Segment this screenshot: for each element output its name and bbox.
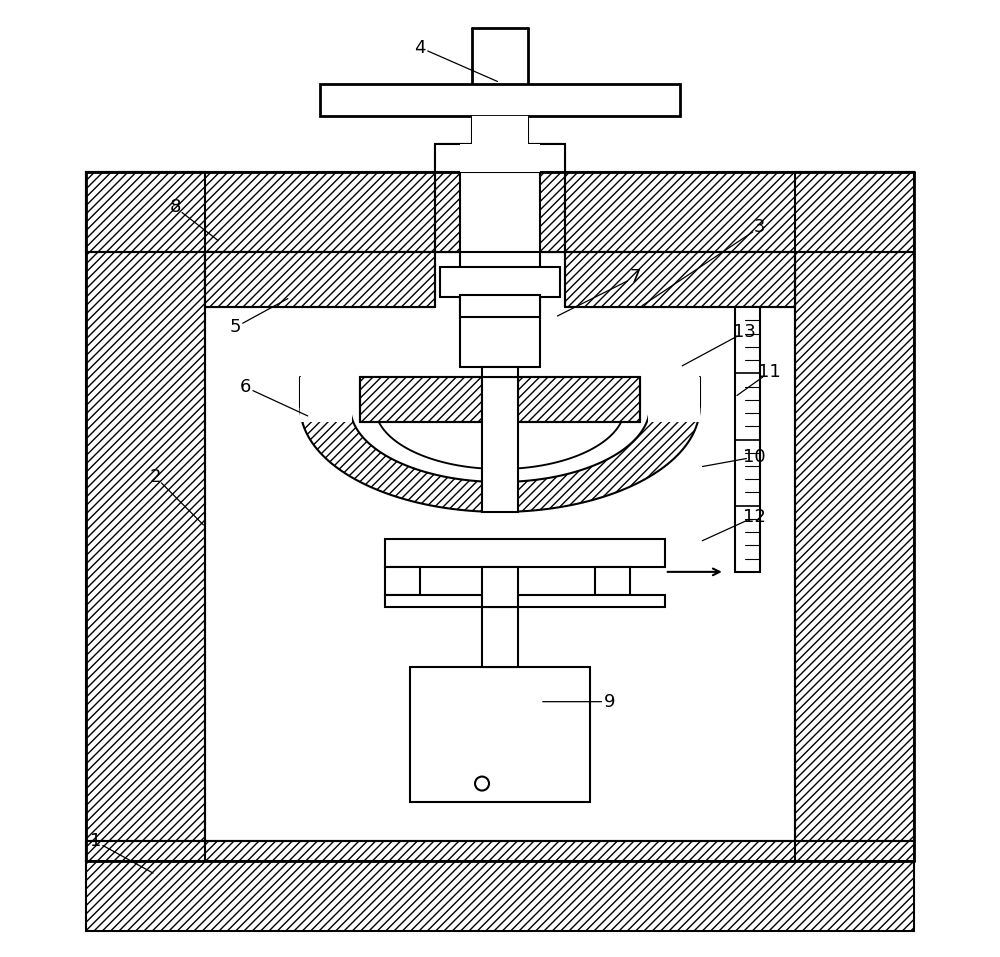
Text: 6: 6	[240, 378, 251, 396]
Text: 5: 5	[230, 319, 241, 336]
Bar	[460, 145, 540, 172]
Bar	[482, 607, 518, 667]
Bar	[482, 567, 518, 607]
Bar	[385, 567, 420, 595]
Bar	[385, 539, 665, 567]
Bar	[472, 116, 528, 145]
Bar	[360, 377, 640, 422]
Text: 12: 12	[743, 508, 766, 526]
Text: 10: 10	[743, 448, 766, 466]
Bar	[385, 595, 665, 607]
Text: 13: 13	[733, 323, 756, 342]
Bar	[735, 307, 760, 572]
Text: 7: 7	[629, 268, 641, 286]
Bar	[205, 253, 435, 307]
Bar	[482, 377, 518, 512]
Bar	[460, 253, 540, 367]
Bar	[595, 567, 630, 595]
Text: 2: 2	[150, 468, 161, 486]
Bar	[300, 377, 352, 422]
Bar	[648, 377, 700, 422]
Polygon shape	[300, 407, 700, 512]
Text: 11: 11	[758, 363, 781, 381]
Bar	[435, 172, 565, 253]
Bar	[86, 172, 914, 253]
Bar	[482, 367, 518, 377]
Bar	[86, 861, 914, 931]
Text: 3: 3	[754, 218, 765, 236]
Bar	[320, 83, 680, 116]
Bar	[565, 253, 795, 307]
Bar	[440, 267, 560, 298]
Bar	[795, 172, 914, 861]
Bar	[460, 296, 540, 317]
Text: 4: 4	[414, 38, 426, 56]
Bar	[86, 172, 205, 861]
Text: 1: 1	[90, 833, 101, 851]
Text: 9: 9	[604, 693, 616, 711]
Bar	[435, 172, 565, 253]
Bar	[410, 667, 590, 802]
Bar	[435, 145, 565, 172]
Bar	[460, 172, 540, 253]
Text: 8: 8	[170, 198, 181, 216]
Bar	[86, 841, 914, 861]
